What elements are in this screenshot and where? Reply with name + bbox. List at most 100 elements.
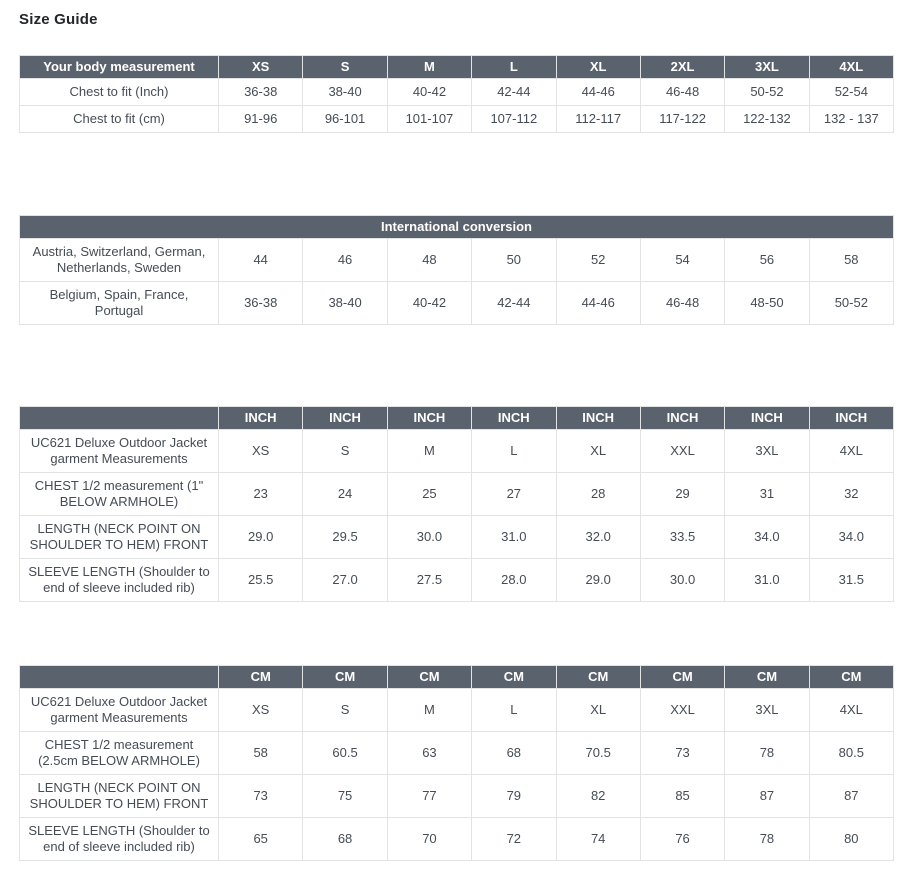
value-cell: 4XL	[808, 688, 895, 732]
value-cell: 80	[808, 817, 895, 861]
value-cell: 75	[302, 774, 388, 818]
value-cell: 4XL	[808, 429, 895, 473]
table-row: Belgium, Spain, France, Portugal 36-38 38-…	[19, 281, 895, 325]
table-row: CHEST 1/2 measurement (1" BELOW ARMHOLE)…	[19, 472, 895, 516]
value-cell: 30.0	[639, 558, 726, 602]
value-cell: 76	[639, 817, 726, 861]
column-header: M	[386, 55, 473, 79]
value-cell: 24	[302, 472, 388, 516]
table-row: Austria, Switzerland, German, Netherland…	[19, 238, 895, 282]
column-header: CM	[639, 665, 726, 689]
table-row: UC621 Deluxe Outdoor Jacket garment Meas…	[19, 429, 895, 473]
value-cell: 117-122	[639, 105, 726, 133]
row-label: SLEEVE LENGTH (Shoulder to end of sleeve…	[19, 817, 219, 861]
value-cell: 44-46	[555, 78, 641, 106]
column-header: XL	[555, 55, 641, 79]
value-cell: 30.0	[386, 515, 473, 559]
value-cell: 23	[217, 472, 304, 516]
value-cell: 25.5	[217, 558, 304, 602]
value-cell: 48-50	[724, 281, 810, 325]
value-cell: 32	[808, 472, 895, 516]
column-header: L	[471, 55, 557, 79]
header-row: International conversion	[19, 215, 894, 239]
column-header: CM	[808, 665, 895, 689]
header-row: CM CM CM CM CM CM CM CM	[19, 665, 895, 689]
value-cell: 28	[555, 472, 641, 516]
value-cell: L	[471, 429, 557, 473]
row-label: CHEST 1/2 measurement (1" BELOW ARMHOLE)	[19, 472, 219, 516]
table-row: SLEEVE LENGTH (Shoulder to end of sleeve…	[19, 817, 895, 861]
value-cell: XL	[555, 688, 641, 732]
value-cell: 46	[302, 238, 388, 282]
value-cell: 3XL	[724, 688, 810, 732]
row-label: LENGTH (NECK POINT ON SHOULDER TO HEM) F…	[19, 515, 219, 559]
value-cell: 27	[471, 472, 557, 516]
value-cell: 31.0	[724, 558, 810, 602]
value-cell: 63	[386, 731, 473, 775]
column-header: S	[302, 55, 388, 79]
value-cell: 65	[217, 817, 304, 861]
column-header: CM	[217, 665, 304, 689]
column-header: INCH	[555, 406, 641, 430]
value-cell: 96-101	[302, 105, 388, 133]
size-tables: Your body measurement XS S M L XL 2XL 3XL 4XL Che…	[19, 55, 895, 861]
value-cell: 46-48	[639, 78, 726, 106]
value-cell: 73	[217, 774, 304, 818]
value-cell: 42-44	[471, 78, 557, 106]
value-cell: 31.5	[808, 558, 895, 602]
header-row: Your body measurement XS S M L XL 2XL 3XL 4XL	[19, 55, 895, 79]
table-row: UC621 Deluxe Outdoor Jacket garment Meas…	[19, 688, 895, 732]
value-cell: 25	[386, 472, 473, 516]
column-header: 2XL	[639, 55, 726, 79]
value-cell: 72	[471, 817, 557, 861]
value-cell: 87	[808, 774, 895, 818]
value-cell: M	[386, 429, 473, 473]
value-cell: 50-52	[724, 78, 810, 106]
value-cell: 58	[808, 238, 895, 282]
table-row: SLEEVE LENGTH (Shoulder to end of sleeve…	[19, 558, 895, 602]
row-label: UC621 Deluxe Outdoor Jacket garment Meas…	[19, 429, 219, 473]
value-cell: 85	[639, 774, 726, 818]
row-label: Austria, Switzerland, German, Netherland…	[19, 238, 219, 282]
garment-measurements-cm-table: CM CM CM CM CM CM CM CM UC621 Deluxe Outdoor Jac…	[19, 665, 895, 861]
value-cell: 48	[386, 238, 473, 282]
value-cell: 29	[639, 472, 726, 516]
value-cell: 70.5	[555, 731, 641, 775]
value-cell: 44	[217, 238, 304, 282]
value-cell: S	[302, 688, 388, 732]
column-header: CM	[724, 665, 810, 689]
value-cell: XS	[217, 688, 304, 732]
value-cell: 87	[724, 774, 810, 818]
column-header: CM	[302, 665, 388, 689]
row-label: UC621 Deluxe Outdoor Jacket garment Meas…	[19, 688, 219, 732]
value-cell: L	[471, 688, 557, 732]
value-cell: 34.0	[724, 515, 810, 559]
column-header: INCH	[302, 406, 388, 430]
value-cell: 42-44	[471, 281, 557, 325]
value-cell: 52	[555, 238, 641, 282]
table-row: LENGTH (NECK POINT ON SHOULDER TO HEM) F…	[19, 774, 895, 818]
value-cell: 29.5	[302, 515, 388, 559]
table-title-header: International conversion	[19, 215, 894, 239]
value-cell: 40-42	[386, 78, 473, 106]
value-cell: 44-46	[555, 281, 641, 325]
value-cell: 60.5	[302, 731, 388, 775]
value-cell: 52-54	[808, 78, 895, 106]
page-title: Size Guide	[19, 11, 98, 28]
row-label-column-header	[19, 665, 219, 689]
value-cell: 56	[724, 238, 810, 282]
table-row: Chest to fit (Inch) 36-38 38-40 40-42 42-44 4…	[19, 78, 895, 106]
table-row: Chest to fit (cm) 91-96 96-101 101-107 107-1…	[19, 105, 895, 133]
body-measurement-table: Your body measurement XS S M L XL 2XL 3XL 4XL Che…	[19, 55, 895, 133]
value-cell: 91-96	[217, 105, 304, 133]
value-cell: 31	[724, 472, 810, 516]
value-cell: 107-112	[471, 105, 557, 133]
value-cell: 27.5	[386, 558, 473, 602]
value-cell: 68	[302, 817, 388, 861]
row-label: Chest to fit (cm)	[19, 105, 219, 133]
row-label: CHEST 1/2 measurement (2.5cm BELOW ARMHO…	[19, 731, 219, 775]
row-label-column-header	[19, 406, 219, 430]
value-cell: 78	[724, 817, 810, 861]
international-conversion-table: International conversion Austria, Switzer…	[19, 215, 895, 325]
